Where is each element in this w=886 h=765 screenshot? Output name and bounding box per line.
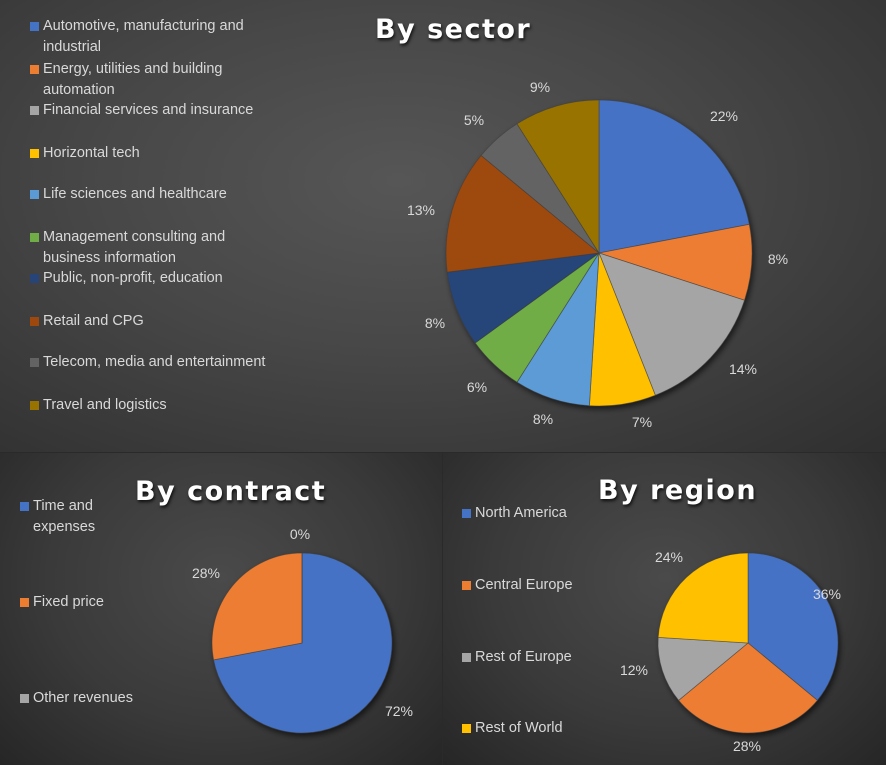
legend-item-time-and-expenses: Time and expenses <box>20 496 95 538</box>
legend-swatch <box>462 724 471 733</box>
legend-label: Energy, utilities and building automation <box>43 61 223 98</box>
legend-swatch <box>30 22 39 31</box>
legend-label: Travel and logistics <box>43 397 167 413</box>
sector-chart-title: By sector <box>375 14 532 45</box>
data-label-management-consulting: 6% <box>466 379 488 395</box>
data-label-financial: 14% <box>728 361 758 377</box>
data-label-horizontal-tech: 7% <box>631 414 653 430</box>
legend-label: Financial services and insurance <box>43 102 254 118</box>
legend-item-rest-of-world: Rest of World <box>462 718 563 739</box>
legend-item-public: Public, non-profit, education <box>30 268 223 289</box>
data-label-north-america: 36% <box>812 586 842 602</box>
legend-swatch <box>30 233 39 242</box>
pie-slice <box>678 642 818 734</box>
legend-item-horizontal-tech: Horizontal tech <box>30 143 140 164</box>
legend-swatch <box>30 358 39 367</box>
legend-label: North America <box>475 505 567 521</box>
data-label-energy: 8% <box>767 251 789 267</box>
data-label-life-sciences: 8% <box>532 411 554 427</box>
legend-label: Rest of Europe <box>475 649 572 665</box>
legend-swatch <box>30 65 39 74</box>
legend-item-automotive: Automotive, manufacturing and industrial <box>30 16 244 58</box>
pie-slice <box>516 99 600 255</box>
region-pie <box>657 552 839 734</box>
by-region-panel: By region North America Central Europe R… <box>443 453 886 765</box>
data-label-travel: 9% <box>529 79 551 95</box>
data-label-central-europe: 28% <box>732 738 762 754</box>
legend-label: Telecom, media and entertainment <box>43 354 266 370</box>
legend-label: Horizontal tech <box>43 145 140 161</box>
legend-swatch <box>462 581 471 590</box>
pie-slice <box>213 552 393 734</box>
legend-swatch <box>30 401 39 410</box>
legend-label: Public, non-profit, education <box>43 270 223 286</box>
legend-item-financial: Financial services and insurance <box>30 100 253 121</box>
legend-swatch <box>30 190 39 199</box>
legend-label: Fixed price <box>33 594 104 610</box>
legend-label: Retail and CPG <box>43 313 144 329</box>
legend-item-other-revenues: Other revenues <box>20 688 133 709</box>
legend-label: Management consulting and business inform… <box>43 229 226 266</box>
pie-slice <box>211 552 303 661</box>
legend-item-life-sciences: Life sciences and healthcare <box>30 184 227 205</box>
legend-item-rest-of-europe: Rest of Europe <box>462 647 572 668</box>
legend-item-energy: Energy, utilities and building automation <box>30 59 222 101</box>
data-label-automotive: 22% <box>709 108 739 124</box>
legend-swatch <box>462 653 471 662</box>
data-label-fixed-price: 28% <box>191 565 221 581</box>
pie-slice <box>445 154 600 273</box>
legend-label: Central Europe <box>475 577 573 593</box>
legend-label: Automotive, manufacturing and industrial <box>43 18 244 55</box>
data-label-retail: 13% <box>406 202 436 218</box>
sector-pie <box>445 99 753 407</box>
data-label-public: 8% <box>424 315 446 331</box>
by-contract-panel: By contract Time and expenses Fixed price… <box>0 453 442 765</box>
legend-label: Rest of World <box>475 720 563 736</box>
contract-pie <box>211 552 393 734</box>
by-sector-panel: By sector Automotive, manufacturing and i… <box>0 0 886 452</box>
region-chart-title: By region <box>598 475 758 506</box>
legend-item-central-europe: Central Europe <box>462 575 573 596</box>
legend-label: Other revenues <box>33 690 133 706</box>
legend-swatch <box>30 317 39 326</box>
legend-item-retail: Retail and CPG <box>30 311 144 332</box>
contract-chart-title: By contract <box>135 476 327 507</box>
pie-slice <box>598 99 750 254</box>
legend-swatch <box>30 274 39 283</box>
data-label-other-revenues: 0% <box>289 526 311 542</box>
data-label-rest-of-world: 24% <box>654 549 684 565</box>
legend-item-management-consulting: Management consulting and business inform… <box>30 227 225 269</box>
pie-slice <box>657 552 749 644</box>
legend-label: Time and expenses <box>33 498 96 535</box>
legend-item-travel: Travel and logistics <box>30 395 167 416</box>
data-label-time-and-expenses: 72% <box>384 703 414 719</box>
legend-swatch <box>30 149 39 158</box>
data-label-rest-of-europe: 12% <box>619 662 649 678</box>
legend-swatch <box>30 106 39 115</box>
pie-slice <box>747 552 839 701</box>
legend-swatch <box>20 598 29 607</box>
legend-label: Life sciences and healthcare <box>43 186 227 202</box>
legend-swatch <box>20 694 29 703</box>
legend-swatch <box>20 502 29 511</box>
legend-swatch <box>462 509 471 518</box>
pie-slice <box>598 252 746 396</box>
legend-item-telecom: Telecom, media and entertainment <box>30 352 265 373</box>
legend-item-fixed-price: Fixed price <box>20 592 104 613</box>
legend-item-north-america: North America <box>462 503 567 524</box>
pie-slice <box>657 636 750 701</box>
data-label-telecom: 5% <box>463 112 485 128</box>
